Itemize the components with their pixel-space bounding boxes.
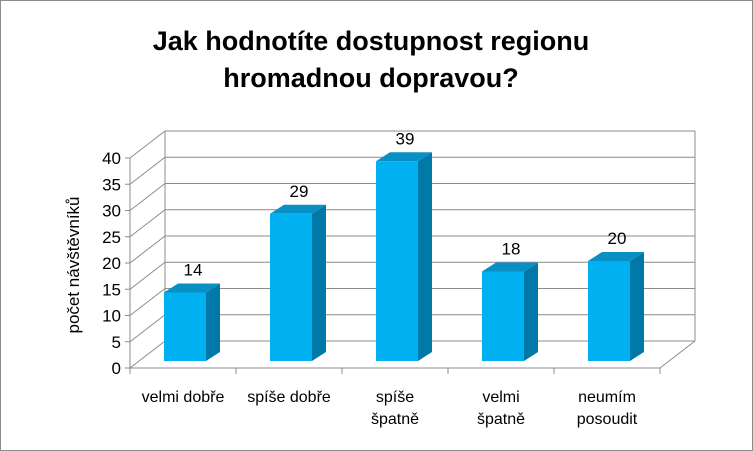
gridline-side bbox=[129, 235, 166, 264]
x-tick-label: špatně bbox=[371, 411, 419, 428]
gridline-side bbox=[129, 183, 166, 211]
x-tick-label: neumím bbox=[578, 389, 636, 406]
bar bbox=[588, 261, 630, 361]
chart-title: Jak hodnotíte dostupnost regionu hromadn… bbox=[61, 23, 681, 97]
bar-side bbox=[524, 262, 538, 361]
data-label: 39 bbox=[396, 129, 415, 148]
bar-top bbox=[164, 283, 220, 293]
bar-top bbox=[270, 204, 326, 214]
bar-side bbox=[418, 152, 432, 361]
bar-side bbox=[312, 204, 326, 361]
y-axis-label: počet návštěvníků bbox=[64, 196, 83, 333]
bar-top bbox=[588, 252, 644, 261]
y-tick-label: 30 bbox=[102, 202, 121, 221]
x-tick-label: spíše bbox=[376, 389, 414, 406]
gridline-side bbox=[129, 156, 166, 185]
data-label: 20 bbox=[608, 229, 627, 248]
y-tick-label: 20 bbox=[102, 254, 121, 273]
x-tick-label: velmi dobře bbox=[142, 389, 225, 406]
gridline-side bbox=[129, 314, 166, 343]
x-tick-label: posoudit bbox=[577, 411, 638, 428]
x-tick-label: špatně bbox=[477, 411, 525, 428]
y-tick-label: 40 bbox=[102, 149, 121, 168]
floor-right-edge bbox=[659, 340, 696, 369]
bar bbox=[376, 161, 418, 361]
gridline-side bbox=[129, 130, 166, 159]
bar bbox=[164, 292, 206, 361]
y-tick-label: 25 bbox=[102, 228, 121, 247]
gridline-side bbox=[129, 340, 166, 369]
bar-top bbox=[376, 152, 432, 162]
x-tick-label: velmi bbox=[482, 389, 519, 406]
gridline-side bbox=[129, 209, 166, 238]
data-label: 18 bbox=[502, 240, 521, 259]
gridline-side bbox=[129, 288, 166, 316]
bar bbox=[482, 271, 524, 361]
y-tick-label: 15 bbox=[102, 280, 121, 299]
data-label: 29 bbox=[290, 182, 309, 201]
chart-title-line-2: hromadnou dopravou? bbox=[223, 63, 519, 93]
y-tick-label: 35 bbox=[102, 175, 121, 194]
bar-top bbox=[482, 262, 538, 272]
bar-side bbox=[206, 283, 220, 361]
y-tick-label: 0 bbox=[112, 359, 121, 378]
bar bbox=[270, 213, 312, 361]
gridline-side bbox=[129, 261, 166, 290]
chart-title-line-1: Jak hodnotíte dostupnost regionu bbox=[152, 26, 590, 56]
data-label: 14 bbox=[184, 261, 203, 280]
x-tick-label: spíše dobře bbox=[247, 389, 331, 406]
y-tick-label: 10 bbox=[102, 307, 121, 326]
y-tick-label: 5 bbox=[112, 333, 121, 352]
bar-side bbox=[630, 252, 644, 361]
